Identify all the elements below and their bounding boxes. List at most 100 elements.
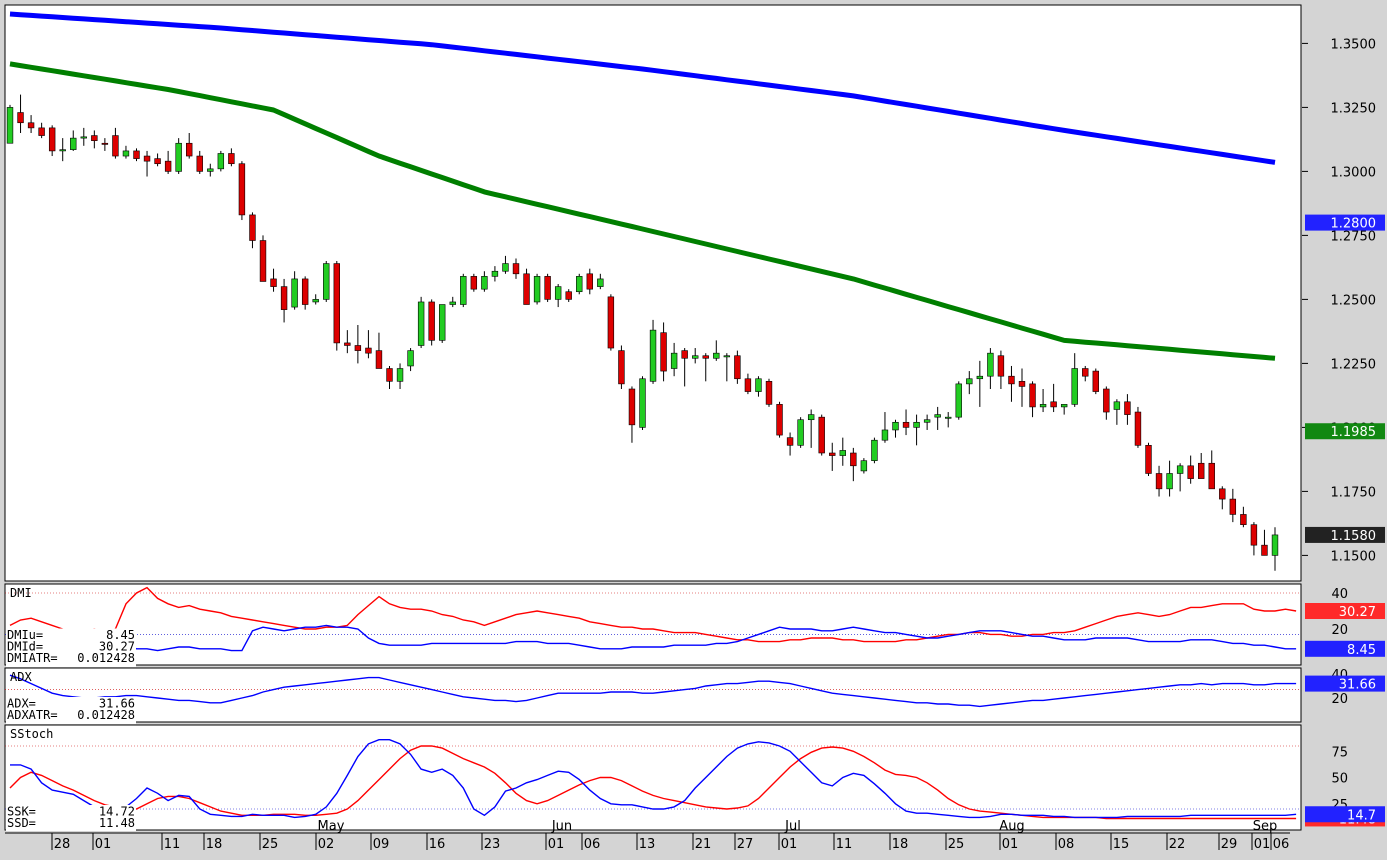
panel-value-badge: 30.27 [1339, 605, 1376, 620]
candle-body-down [1103, 388, 1110, 413]
candle-body-up [1166, 473, 1173, 490]
candle-body-down [1134, 411, 1142, 446]
candle [670, 342, 678, 377]
candles-group [6, 94, 1279, 571]
candle-body-up [449, 301, 456, 305]
last-price-badge: 1.1580 [1331, 529, 1377, 544]
x-day-label: 15 [1113, 837, 1130, 852]
x-day-label: 09 [373, 837, 390, 852]
candle-body-up [407, 350, 414, 367]
candle [850, 447, 857, 482]
candle-body-down [1018, 381, 1026, 387]
candle [80, 127, 87, 146]
panel-label-value: 8.45 [106, 628, 135, 642]
candle [1261, 529, 1268, 556]
candle-body-up [291, 278, 298, 308]
x-day-label: 11 [836, 837, 853, 852]
panel-value-badge-bg [1305, 806, 1385, 823]
candle [955, 381, 962, 420]
candle [1029, 381, 1036, 418]
candle-body-up [1176, 465, 1184, 474]
candle [481, 271, 488, 292]
candle [344, 330, 351, 354]
candle-body-down [344, 342, 351, 346]
candle [186, 133, 193, 159]
candle-body-down [1240, 514, 1247, 525]
candle [734, 350, 741, 384]
panel-series-line [9, 586, 1297, 643]
candle-body-up [713, 352, 720, 359]
candle [365, 330, 372, 359]
price-plot-area[interactable] [4, 4, 1302, 582]
candle-body-up [892, 421, 899, 431]
x-day-label: 01 [95, 837, 112, 852]
candle-body-down [354, 345, 362, 351]
candle [375, 332, 383, 369]
candle-body-down [1261, 544, 1268, 556]
panel-label-key: ADXATR= [7, 708, 58, 722]
candle [196, 150, 203, 174]
candle [776, 401, 783, 438]
candle [1018, 368, 1026, 407]
candle [576, 273, 583, 295]
candle [417, 296, 425, 349]
candle [312, 294, 319, 305]
panel-label-value: 30.27 [99, 640, 135, 654]
candle [1060, 404, 1068, 415]
panel-title: SStoch [10, 727, 53, 741]
candle-body-down [1008, 375, 1015, 385]
candle [207, 163, 214, 177]
candle-body-up [934, 414, 941, 418]
x-day-label: 22 [1169, 837, 1186, 852]
x-month-label: Jun [551, 819, 572, 834]
candle-body-up [945, 416, 952, 419]
panel-labels-bg [6, 697, 136, 724]
candle-body-up [491, 270, 499, 277]
candle [976, 360, 984, 407]
panel-labels: DMIu= 8.45 DMId= 30.27 DMIATR= 0.012428 [6, 628, 136, 667]
candle-body-up [576, 276, 583, 293]
candle [818, 414, 825, 456]
candle [755, 376, 762, 397]
candle [301, 276, 309, 310]
candle-body-down [1155, 473, 1163, 490]
candle-body-up [670, 352, 678, 369]
candle-body-up [597, 278, 604, 287]
candle-body-down [586, 273, 593, 290]
candle-body-up [1039, 404, 1047, 408]
candle [1050, 383, 1057, 413]
candle-body-down [27, 122, 35, 129]
ma-mid-badge: 1.1985 [1331, 425, 1377, 440]
candle-body-up [207, 168, 214, 172]
candle [966, 371, 973, 395]
panel-series-line [9, 624, 1297, 652]
panel-tick-label: 50 [1331, 772, 1348, 787]
candle-body-up [913, 421, 920, 428]
candle-body-up [955, 383, 962, 418]
candle-body-up [871, 439, 878, 461]
panel-series-line [9, 674, 1297, 708]
candle-body-down [1229, 498, 1237, 515]
candle-body-up [554, 286, 562, 300]
candle-body-down [112, 135, 119, 157]
candle [829, 442, 836, 471]
candle-body-down [607, 296, 615, 349]
x-day-label: 08 [1058, 837, 1075, 852]
x-day-label: 01 [1002, 837, 1019, 852]
candle [871, 437, 878, 464]
candle [713, 340, 720, 361]
candle [460, 273, 467, 308]
x-day-label: 21 [695, 837, 712, 852]
panel-plot-area [4, 724, 1302, 831]
candle-body-down [544, 276, 551, 300]
candle-body-up [481, 276, 488, 290]
candle [59, 138, 66, 162]
candle [354, 325, 362, 364]
candle-body-down [1029, 383, 1036, 408]
candle [491, 266, 499, 282]
candle [934, 406, 941, 430]
panel-labels-bg [6, 805, 136, 832]
candle-body-down [143, 155, 151, 162]
